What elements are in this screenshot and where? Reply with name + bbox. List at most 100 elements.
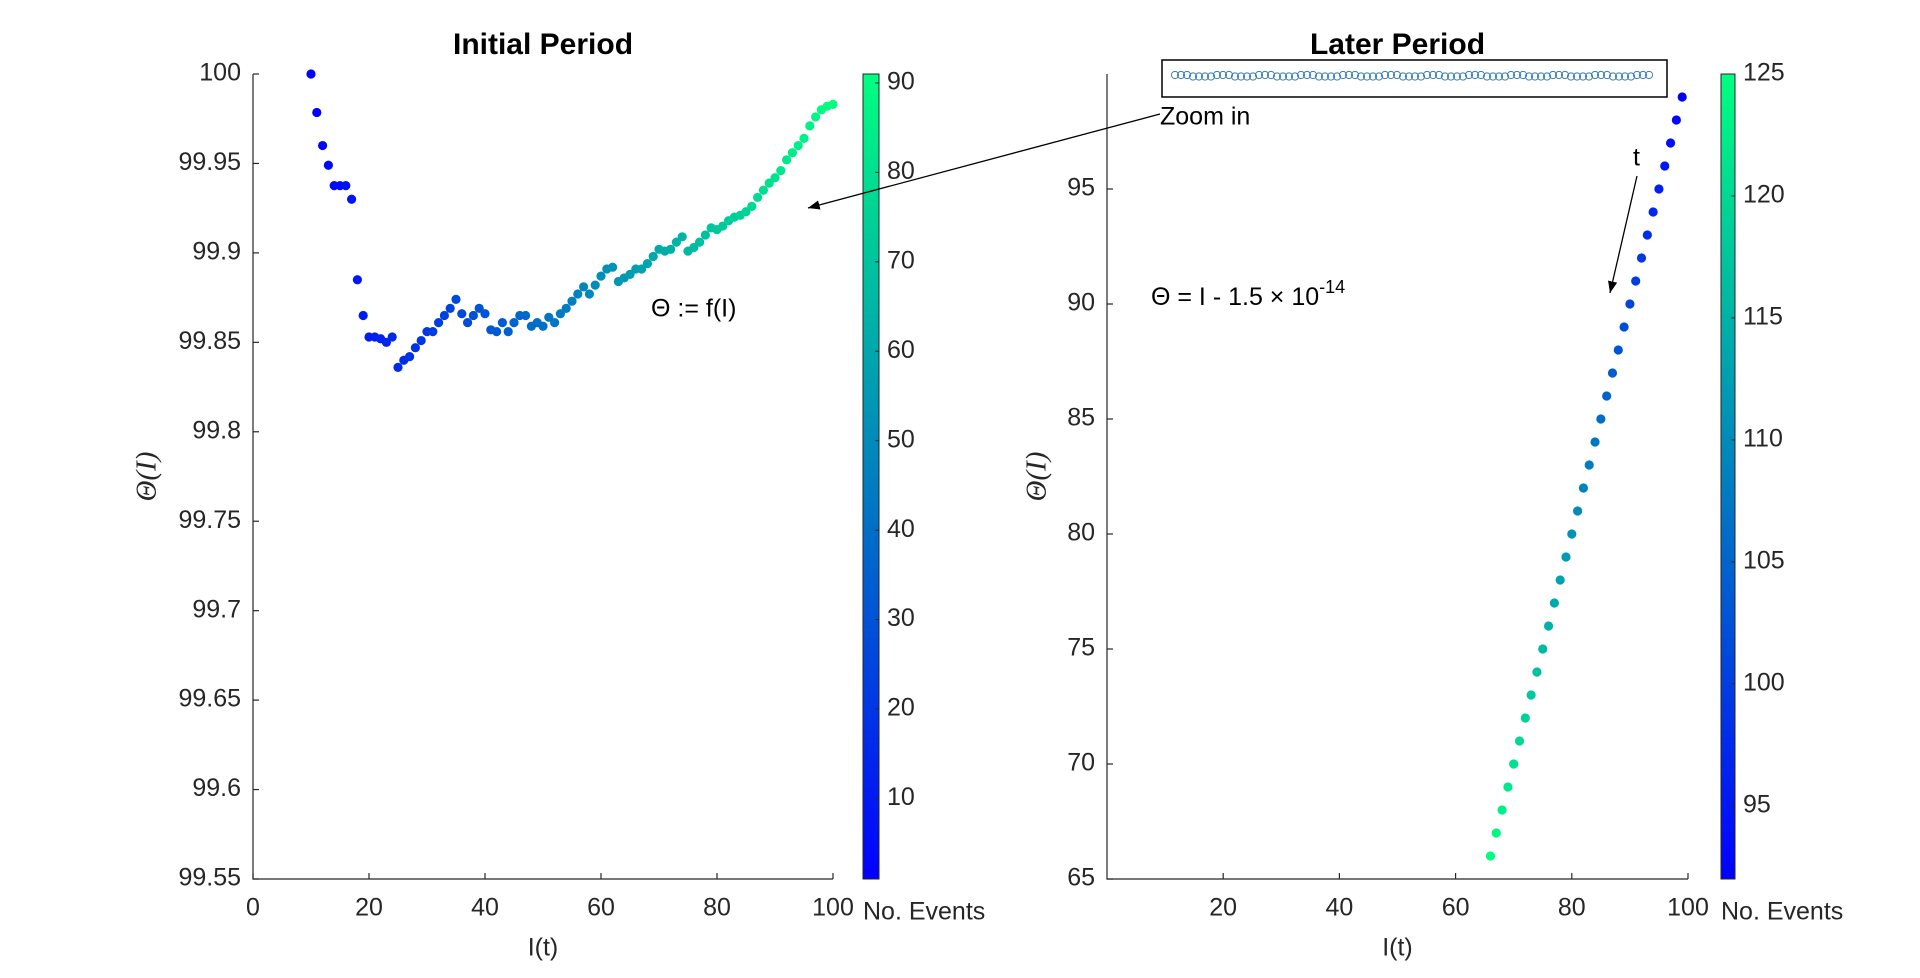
zoom-marker [1566,72,1576,81]
point [381,337,391,347]
zoom-marker [1326,72,1336,81]
point [474,303,484,313]
y-tick-label: 65 [1067,864,1095,892]
point [579,282,589,292]
zoom-marker [1584,72,1594,81]
point [1491,828,1501,838]
point [637,264,647,274]
annotation: Zoom in [1160,103,1250,131]
point [405,352,415,362]
point [550,318,560,328]
point [387,332,397,342]
point [1526,690,1536,700]
point [1636,253,1647,263]
zoom-marker [1530,72,1540,81]
zoom-marker [1506,70,1516,80]
point [1485,851,1496,861]
x-tick-label: 100 [812,894,854,922]
zoom-marker [1236,72,1246,81]
zoom-marker [1416,72,1426,81]
axes [252,74,833,880]
point [700,230,711,240]
zoom-marker [1560,70,1570,80]
point [1625,299,1635,309]
point [561,303,571,313]
colorbar [1720,73,1736,880]
arrow [807,113,1161,210]
zoom-box [1161,59,1668,98]
zoom-marker [1248,72,1258,81]
y-tick-label: 99.8 [192,416,241,444]
zoom-marker [1614,72,1624,81]
zoom-marker [1320,72,1330,81]
zoom-marker [1182,70,1192,80]
point [1584,460,1594,470]
zoom-marker [1596,70,1606,80]
zoom-marker [1542,72,1552,81]
annotation: t [1633,144,1640,172]
point [1590,437,1600,447]
zoom-marker [1434,70,1444,80]
annotation: Θ = I - 1.5 × 10-14 [1151,277,1345,311]
y-tick-label: 99.55 [178,864,241,892]
y-axis-label: Θ(I) [1021,452,1053,502]
point [805,121,815,131]
point [573,289,583,299]
zoom-marker [1266,70,1276,80]
point [1631,276,1641,286]
x-tick-label: 80 [703,894,731,922]
point [1543,621,1554,631]
point [463,318,473,328]
point [1520,713,1530,723]
point [811,112,821,122]
x-tick-label: 60 [1442,894,1470,922]
zoom-marker [1374,72,1384,81]
zoom-marker [1278,72,1288,81]
zoom-marker [1308,70,1318,80]
point [555,309,566,319]
zoom-marker [1458,72,1468,81]
point [1514,736,1525,746]
point [770,173,780,183]
colorbar-tick-label: 90 [887,68,915,96]
point [1503,782,1513,792]
zoom-marker [1338,70,1348,80]
zoom-marker [1518,70,1528,80]
x-tick-label: 100 [1667,894,1709,922]
y-tick-label: 90 [1067,289,1095,317]
point [497,318,507,328]
point [695,237,705,247]
axes [1106,74,1688,880]
point [521,310,531,321]
arrow [1608,175,1638,294]
point [625,269,635,279]
point [393,362,403,372]
point [799,133,809,143]
colorbar-tick-label: 30 [887,604,915,632]
zoom-marker [1380,70,1390,80]
colorbar-tick-label: 95 [1743,790,1771,818]
zoom-marker [1272,72,1282,81]
y-tick-label: 99.9 [192,237,241,265]
y-tick-label: 99.95 [178,148,241,176]
chart-title: Initial Period [453,28,633,61]
zoom-marker [1488,72,1498,81]
zoom-marker [1452,72,1462,81]
zoom-marker [1218,70,1228,80]
point [1660,161,1670,171]
y-tick-label: 85 [1067,404,1095,432]
point [1607,368,1618,378]
chart-title: Later Period [1310,28,1485,61]
zoom-marker [1620,72,1630,81]
point [747,201,757,211]
x-tick-label: 40 [1325,894,1353,922]
zoom-marker [1410,72,1420,81]
annotation-superscript: -14 [1319,277,1345,297]
zoom-marker [1548,70,1558,80]
point [666,244,676,254]
x-tick-label: 60 [587,894,615,922]
point [793,140,803,151]
point [1497,805,1507,815]
point [567,296,577,306]
